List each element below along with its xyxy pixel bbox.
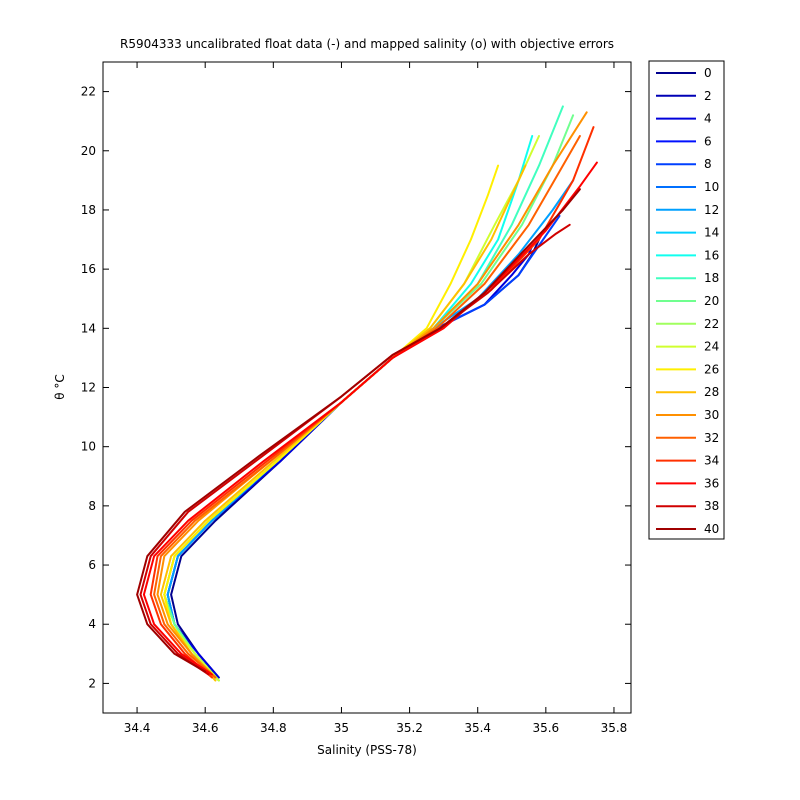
legend-label-18: 18 [704, 271, 719, 285]
y-tick-label: 22 [81, 85, 96, 99]
legend-label-12: 12 [704, 203, 719, 217]
legend-label-22: 22 [704, 317, 719, 331]
y-axis-ticks: 2 4 6 8 10 12 14 16 18 20 22 [81, 85, 631, 690]
y-tick-label: 20 [81, 144, 96, 158]
legend-label-24: 24 [704, 340, 719, 354]
legend-label-20: 20 [704, 294, 719, 308]
y-tick-label: 10 [81, 440, 96, 454]
y-tick-label: 6 [88, 558, 96, 572]
x-tick-label: 34.8 [260, 721, 287, 735]
legend-label-14: 14 [704, 226, 719, 240]
series-line-profile-34 [149, 126, 595, 679]
legend-label-0: 0 [704, 66, 712, 80]
y-tick-label: 14 [81, 321, 96, 335]
legend-label-16: 16 [704, 248, 719, 262]
x-tick-label: 34.6 [192, 721, 219, 735]
plot-area: 34.4 34.6 34.8 35 35.2 35.4 35.6 35.8 2 4 6 8 10 12 1… [81, 61, 632, 735]
legend-label-36: 36 [704, 476, 719, 490]
legend-label-6: 6 [704, 134, 712, 148]
legend-label-30: 30 [704, 408, 719, 422]
series-line-profile-36 [142, 161, 598, 676]
legend-label-32: 32 [704, 431, 719, 445]
legend-label-2: 2 [704, 89, 712, 103]
series-line-profile-32 [153, 135, 581, 679]
y-tick-label: 2 [88, 676, 96, 690]
y-tick-label: 16 [81, 262, 96, 276]
x-tick-label: 35.4 [464, 721, 491, 735]
x-tick-label: 35.2 [396, 721, 423, 735]
legend-label-38: 38 [704, 499, 719, 513]
series-line-profile-28 [159, 164, 527, 682]
legend-label-28: 28 [704, 385, 719, 399]
legend-label-8: 8 [704, 157, 712, 171]
series-layer [136, 105, 598, 682]
x-tick-label: 35.8 [601, 721, 628, 735]
x-tick-label: 35 [334, 721, 349, 735]
series-line-profile-40 [136, 188, 581, 673]
legend-label-34: 34 [704, 454, 719, 468]
x-axis-ticks: 34.4 34.6 34.8 35 35.2 35.4 35.6 35.8 [124, 62, 628, 735]
x-tick-label: 34.4 [124, 721, 151, 735]
y-tick-label: 18 [81, 203, 96, 217]
legend-label-10: 10 [704, 180, 719, 194]
x-axis-label: Salinity (PSS-78) [317, 743, 417, 757]
chart-title: R5904333 uncalibrated float data (-) and… [120, 37, 614, 51]
legend-label-40: 40 [704, 522, 719, 536]
y-tick-label: 4 [88, 617, 96, 631]
legend-label-26: 26 [704, 362, 719, 376]
y-axis-label: θ °C [53, 374, 67, 400]
x-tick-label: 35.6 [532, 721, 559, 735]
legend-label-4: 4 [704, 112, 712, 126]
y-tick-label: 8 [88, 499, 96, 513]
y-tick-label: 12 [81, 381, 96, 395]
